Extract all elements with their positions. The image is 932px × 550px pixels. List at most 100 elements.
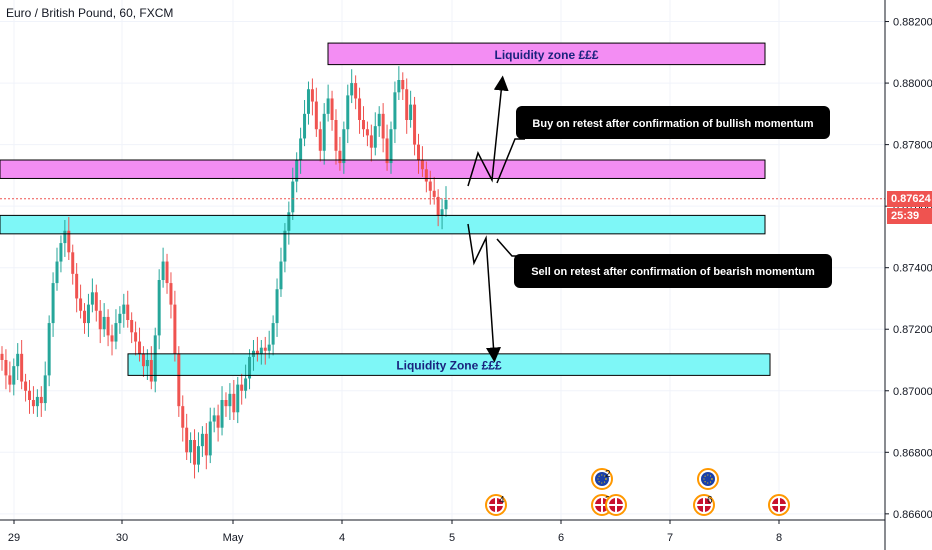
candle-body	[79, 298, 83, 311]
candle-body	[428, 181, 432, 191]
zone-upper-liquidity	[328, 43, 765, 65]
candle-body	[310, 89, 314, 102]
candle-body	[389, 129, 393, 164]
zone-label: Liquidity zone £££	[494, 48, 598, 62]
eu-flag-icon	[595, 472, 609, 486]
zone-lower-liquidity	[128, 353, 770, 376]
candle-body	[244, 378, 248, 391]
zone-outline-upper-liquidity	[327, 42, 766, 66]
candle-body	[287, 212, 291, 231]
candle-body	[145, 360, 149, 367]
candle-body	[271, 323, 275, 345]
candle-body	[393, 92, 397, 130]
zone-outlines: Liquidity zone £££ Liquidity Zone £££	[0, 42, 771, 376]
candle-body	[193, 440, 197, 465]
zone-resistance	[0, 160, 765, 179]
x-tick-label: 30	[116, 532, 128, 544]
candle-body	[122, 304, 126, 314]
bullish-path-arrow	[467, 75, 509, 187]
candle-body	[291, 181, 295, 213]
candle-body	[35, 396, 39, 407]
candle-body	[20, 353, 24, 382]
candle-body	[330, 98, 334, 120]
candle-body	[173, 304, 177, 354]
candle-body	[130, 320, 134, 333]
candle-body	[102, 316, 106, 330]
candle-body	[169, 283, 173, 305]
candle-body	[181, 406, 185, 428]
candle-body	[90, 292, 94, 305]
candle-body	[361, 120, 365, 130]
candle-body	[365, 129, 369, 136]
candle-body	[424, 169, 428, 182]
candle-body	[255, 350, 259, 354]
candle-body	[51, 283, 55, 324]
zone-outline-lower-liquidity	[127, 353, 771, 376]
candle-body	[409, 104, 413, 120]
candle-body	[318, 129, 322, 151]
candle-body	[83, 310, 87, 324]
y-tick-label: 0.87800	[893, 140, 932, 152]
x-tick-label: 5	[449, 532, 455, 544]
candle-body	[413, 104, 417, 145]
candle-body	[322, 113, 326, 151]
candle-body	[338, 150, 342, 164]
candle-body	[358, 98, 362, 120]
candle-body	[373, 126, 377, 148]
economic-events[interactable]: 4226	[485, 468, 790, 516]
candles-layer	[0, 66, 448, 479]
candle-body	[75, 273, 79, 299]
candle-body	[259, 347, 263, 354]
y-tick-label: 0.88000	[893, 78, 932, 90]
x-tick-label: 8	[776, 532, 782, 544]
candle-body	[346, 95, 350, 130]
candle-body	[94, 292, 98, 311]
candle-body	[59, 243, 63, 262]
symbol-title[interactable]: Euro / British Pound, 60, FXCM	[6, 6, 174, 20]
candle-body	[149, 360, 153, 382]
candle-body	[98, 310, 102, 330]
grid	[0, 0, 885, 520]
candle-body	[377, 113, 381, 127]
candle-body	[275, 289, 279, 324]
eu-flag-stars	[597, 474, 607, 484]
candle-body	[24, 381, 28, 391]
candle-body	[200, 433, 204, 447]
buy-callout-box	[516, 106, 830, 139]
candle-body	[208, 421, 212, 456]
candle-body	[28, 390, 32, 400]
event-count-badge: 2	[605, 469, 611, 480]
candle-body	[157, 280, 161, 336]
candle-body	[350, 83, 354, 96]
y-tick-label: 0.88200	[893, 17, 932, 29]
candle-body	[342, 129, 346, 164]
candle-body	[141, 353, 145, 367]
candle-body	[204, 433, 208, 456]
candle-body	[283, 230, 287, 262]
candle-body	[71, 252, 75, 274]
candle-body	[16, 353, 20, 367]
zone-outline-resistance	[0, 159, 766, 179]
candle-body	[216, 415, 220, 428]
candle-body	[67, 230, 71, 253]
countdown-tag: 25:39	[887, 207, 932, 224]
candle-body	[4, 360, 8, 376]
candle-body	[189, 440, 193, 453]
candle-body	[401, 80, 405, 90]
candle-body	[279, 261, 283, 290]
candle-body	[440, 209, 444, 216]
candle-body	[47, 323, 51, 376]
zone-outline-support	[0, 214, 766, 235]
zone-label: Liquidity Zone £££	[396, 359, 502, 373]
event-count-badge: 4	[499, 495, 505, 506]
candle-body	[110, 335, 114, 342]
candle-body	[267, 344, 271, 351]
y-tick-label: 0.87200	[893, 324, 932, 336]
buy-callout-text: Buy on retest after confirmation of bull…	[532, 118, 813, 130]
drawings-layer[interactable]: Buy on retest after confirmation of bull…	[467, 75, 832, 363]
candle-body	[0, 353, 4, 360]
candle-body	[39, 396, 43, 404]
y-tick-label: 0.86600	[893, 509, 932, 521]
y-tick-label: 0.87000	[893, 386, 932, 398]
